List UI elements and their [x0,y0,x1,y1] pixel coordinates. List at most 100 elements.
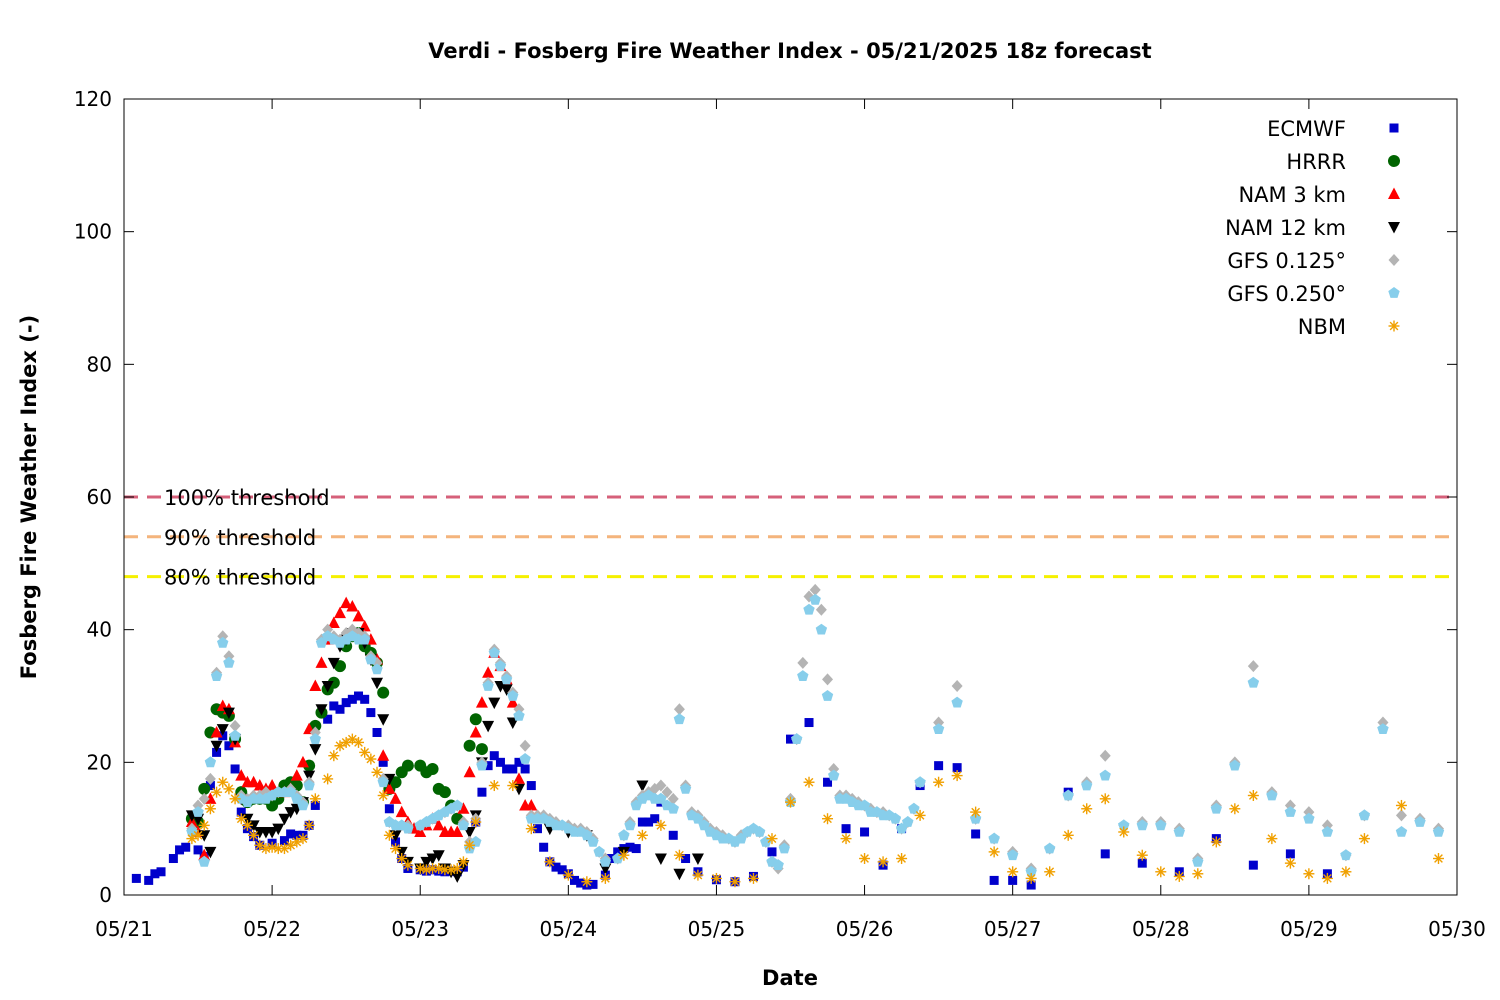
data-point [520,764,530,774]
data-point [365,753,377,765]
data-point [470,816,482,828]
data-point [1081,779,1093,791]
data-point [309,733,321,744]
threshold-lines: 100% threshold 90% threshold 80% threshold [124,486,1457,590]
data-point [1340,849,1352,861]
data-point [508,764,518,774]
data-point [1284,857,1296,869]
data-point [204,846,217,859]
data-point [988,846,1000,858]
data-point [210,740,223,753]
data-point [253,779,266,791]
data-point [988,832,1000,844]
data-point [377,749,390,761]
threshold-label: 90% threshold [164,526,316,550]
data-point [840,833,852,845]
legend-marker [1389,123,1399,133]
y-tick-label: 100 [74,220,112,244]
data-point [241,819,253,831]
data-point [156,867,166,877]
data-point [389,830,402,842]
data-point [1155,866,1167,878]
data-point [797,656,809,669]
data-point [247,775,260,788]
data-point [204,772,216,785]
data-point [526,781,536,791]
data-point [296,755,309,768]
data-point [247,820,260,832]
y-tick-label: 80 [87,352,112,376]
data-point [420,856,433,869]
legend-label: GFS 0.125° [1227,249,1346,273]
data-point [426,762,439,775]
data-point [970,806,982,818]
data-point [433,862,445,874]
data-point [679,782,692,794]
data-point [384,804,394,814]
data-point [470,835,482,847]
data-point [341,698,351,708]
data-point [933,776,945,788]
data-point [321,681,334,693]
data-point [212,747,222,757]
legend-marker [1388,187,1400,199]
data-point [186,826,198,837]
data-point [223,656,235,668]
data-point [340,596,353,609]
data-point [309,679,322,692]
data-point [815,623,828,635]
data-point [587,835,599,847]
data-point [310,800,320,810]
data-point [482,680,494,691]
data-point [1118,826,1130,838]
data-point [655,819,667,831]
data-point [489,751,499,761]
data-point [131,873,141,883]
data-point [1210,836,1222,848]
data-point [144,875,154,885]
data-point [710,872,722,884]
data-point [229,793,241,805]
data-point [266,826,279,839]
data-point [482,666,495,678]
data-point [1136,819,1148,831]
data-point [631,844,641,854]
data-point [500,673,513,685]
data-point [488,780,500,792]
data-point [353,736,365,748]
data-point [914,776,926,788]
data-point [803,603,815,615]
data-point [673,849,685,861]
x-tick-label: 05/22 [243,917,301,941]
data-point [286,829,296,839]
data-point [786,734,795,744]
data-point [1266,789,1278,801]
data-point [889,812,902,824]
data-point [457,856,469,868]
data-point [266,779,279,791]
data-point [581,829,593,841]
y-tick-label: 0 [99,883,112,907]
data-point [451,825,464,837]
data-point [1248,860,1258,870]
data-point [241,813,254,826]
legend-label: NAM 12 km [1225,216,1346,240]
data-point [562,869,574,881]
x-tick-label: 05/25 [688,917,746,941]
data-point [230,764,240,774]
data-point [229,719,241,732]
data-point [860,827,870,837]
data-point [372,727,382,737]
data-point [371,663,383,675]
x-tick-label: 05/23 [391,917,449,941]
data-point [1229,803,1241,815]
data-point [822,673,834,686]
data-point [352,609,365,622]
data-point [1081,803,1093,815]
data-point [514,757,524,767]
data-point [644,817,654,827]
legend-label: GFS 0.250° [1227,282,1346,306]
data-point [211,786,223,798]
data-point [593,845,605,857]
data-point [934,761,944,771]
